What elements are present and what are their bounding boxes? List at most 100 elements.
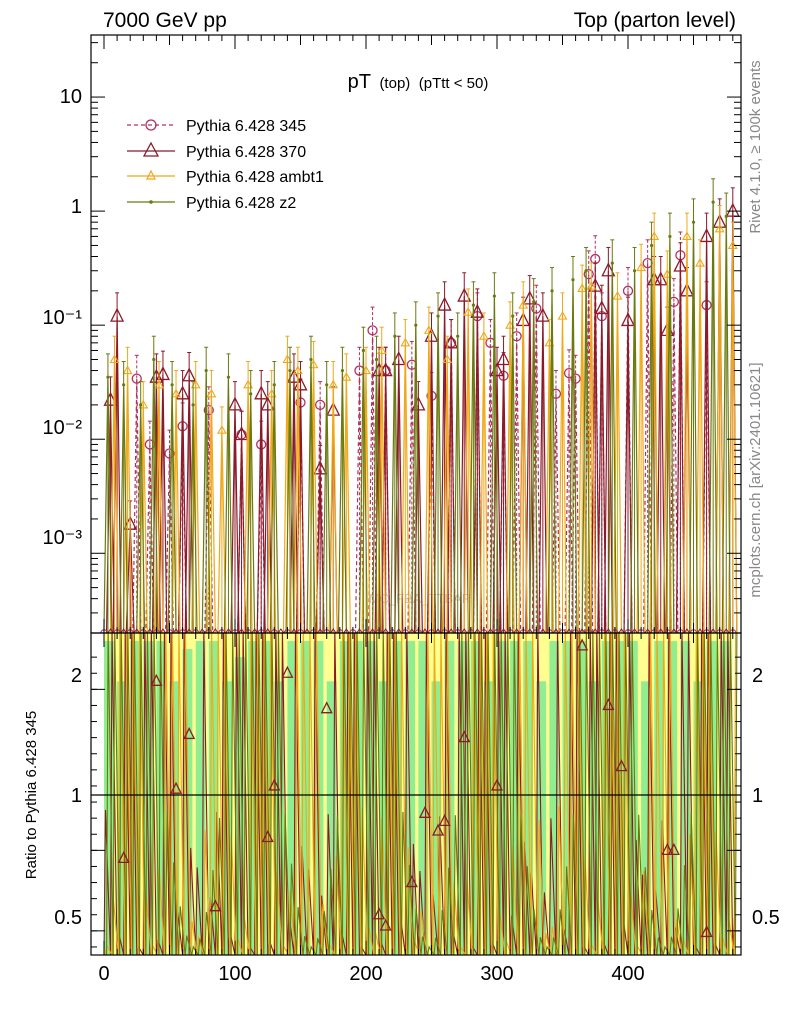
point-p370	[699, 227, 714, 243]
ratio-tick-1-left: 1	[71, 785, 82, 807]
point-ambt1	[122, 365, 133, 375]
ratio-line-z2	[106, 633, 738, 955]
point-ambt1	[636, 262, 647, 272]
point-ambt1	[376, 345, 387, 355]
title-sub: (top)	[379, 75, 410, 92]
ratio-tick-2-left: 2	[71, 665, 82, 687]
title-main: pT	[348, 71, 371, 93]
empty-bin-marker	[264, 628, 272, 633]
ratio-band-green	[326, 681, 337, 955]
empty-bin-marker	[356, 628, 363, 633]
point-p370	[286, 368, 302, 383]
legend-entry-ambt1: Pythia 6.428 ambt1	[127, 169, 324, 186]
ratio-band-green	[379, 681, 389, 955]
empty-bin-marker	[277, 628, 285, 633]
point-z2	[152, 357, 156, 362]
empty-bin-marker	[212, 628, 219, 633]
point-ambt1	[714, 223, 725, 233]
point-p345	[164, 448, 175, 459]
point-ambt1	[463, 307, 474, 316]
point-ambt1	[478, 331, 489, 340]
ratio-point-p370	[320, 701, 333, 714]
point-ambt1	[518, 299, 529, 309]
point-p370	[437, 296, 452, 311]
point-z2	[691, 220, 696, 224]
point-p345	[570, 373, 581, 384]
point-ambt1	[695, 258, 705, 267]
ytick-label-0p001: 10⁻³	[43, 527, 83, 549]
ratio-point-p370	[667, 842, 680, 855]
point-p370	[260, 396, 275, 411]
ratio-band-green	[195, 641, 206, 955]
point-z2	[374, 357, 379, 362]
point-ambt1	[577, 283, 588, 292]
empty-bin-marker	[146, 628, 154, 633]
empty-bin-marker	[591, 628, 599, 633]
point-ambt1	[612, 290, 623, 300]
legend-marker-small-triangle	[146, 169, 156, 180]
axes-group	[91, 35, 741, 955]
ratio-band-green	[366, 641, 376, 955]
ytick-label-0p01: 10⁻²	[43, 417, 83, 439]
ratio-tick-05-left: 0.5	[54, 907, 82, 929]
empty-bin-marker	[303, 628, 311, 633]
point-z2	[436, 314, 440, 318]
empty-bin-marker	[539, 628, 547, 633]
point-ambt1	[649, 231, 660, 240]
ratio-point-p370	[405, 875, 418, 888]
ratio-point-p370	[117, 850, 130, 864]
xtick-label-200: 200	[349, 963, 382, 985]
main-series-group	[100, 178, 740, 633]
point-ambt1	[154, 379, 164, 389]
ratio-point-p370	[576, 638, 589, 651]
ratio-series-group	[103, 633, 738, 955]
ytick-label-0p1: 10⁻¹	[43, 307, 83, 329]
point-p345	[583, 269, 594, 280]
point-ambt1	[171, 388, 181, 398]
point-z2	[414, 323, 418, 327]
point-z2	[393, 334, 397, 338]
plot-title: pT (top) (pTtt < 50)	[348, 71, 489, 93]
ratio-band-green	[117, 681, 127, 955]
empty-bin-marker	[369, 628, 376, 633]
ratio-point-p370	[418, 805, 432, 818]
legend-marker-triangle	[142, 141, 160, 157]
ratio-band-green	[418, 641, 429, 955]
empty-bin-marker	[434, 628, 442, 633]
point-z2	[550, 289, 554, 293]
empty-bin-marker	[120, 628, 127, 633]
point-z2	[632, 269, 637, 273]
empty-bin-marker	[644, 628, 651, 633]
ratio-band-green	[287, 641, 298, 955]
xtick-label-300: 300	[480, 963, 513, 985]
point-z2	[325, 383, 329, 387]
point-p370	[155, 365, 171, 381]
point-p370	[227, 396, 243, 411]
ratio-point-p370	[261, 830, 274, 843]
empty-bin-marker	[565, 628, 573, 633]
point-ambt1	[682, 231, 692, 240]
point-p370	[457, 287, 472, 302]
ratio-point-p370	[490, 778, 504, 791]
point-ambt1	[423, 325, 434, 334]
ratio-point-p370	[379, 918, 392, 931]
header-left: 7000 GeV pp	[103, 9, 227, 32]
ratio-tick-1-right: 1	[752, 785, 763, 807]
empty-bin-marker	[238, 628, 245, 633]
empty-bin-marker	[709, 628, 717, 633]
ratio-band-green	[235, 657, 245, 955]
xtick-label-400: 400	[611, 963, 644, 985]
ratio-point-p370	[438, 813, 451, 827]
series-line-z2	[103, 202, 731, 633]
point-z2	[139, 403, 143, 407]
point-z2	[122, 383, 126, 387]
point-p370	[725, 202, 740, 217]
ratio-point-p370	[661, 842, 674, 855]
point-p370	[601, 262, 616, 277]
ratio-ylabel: Ratio to Pythia 6.428 345	[23, 711, 40, 879]
point-p345	[314, 399, 326, 411]
ratio-band-green	[680, 641, 691, 955]
point-ambt1	[586, 281, 597, 290]
mcplots-label: mcplots.cern.ch [arXiv:2401.10621]	[747, 362, 764, 597]
